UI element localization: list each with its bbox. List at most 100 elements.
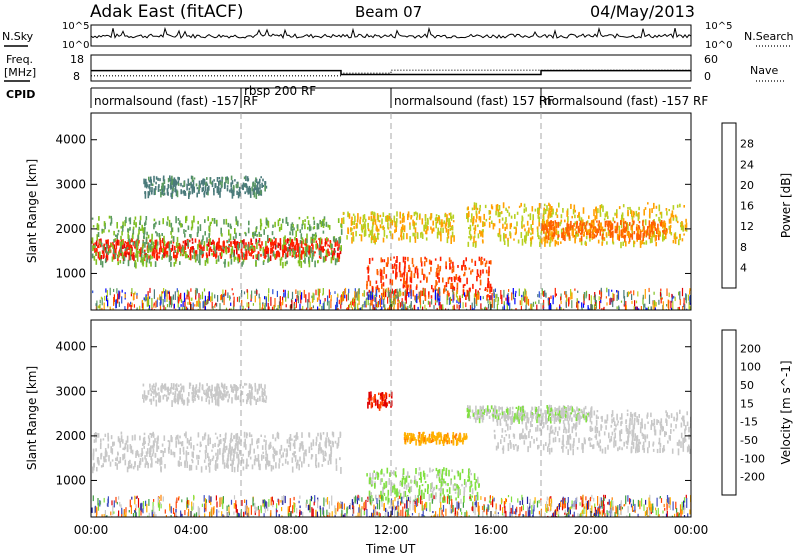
range-gate-cell — [102, 246, 105, 251]
range-gate-cell — [580, 238, 583, 246]
clutter-cell — [229, 295, 231, 301]
range-gate-cell — [305, 452, 307, 457]
range-gate-cell — [282, 262, 284, 269]
range-gate-cell — [142, 242, 144, 249]
range-gate-cell — [478, 256, 481, 262]
range-gate-cell — [410, 480, 413, 483]
range-gate-cell — [265, 395, 268, 400]
range-gate-cell — [451, 268, 454, 274]
range-gate-cell — [465, 266, 467, 271]
range-gate-cell — [672, 214, 675, 220]
range-gate-cell — [370, 495, 373, 499]
range-gate-cell — [123, 453, 126, 459]
range-gate-cell — [404, 438, 406, 443]
range-gate-cell — [595, 235, 597, 238]
range-gate-cell — [473, 473, 476, 480]
range-gate-cell — [127, 259, 130, 267]
range-gate-cell — [284, 458, 287, 464]
range-gate-cell — [331, 250, 333, 253]
range-gate-cell — [284, 253, 287, 259]
range-gate-cell — [475, 479, 478, 483]
range-gate-cell — [174, 258, 177, 264]
range-gate-cell — [611, 418, 613, 424]
range-gate-cell — [248, 432, 251, 438]
range-gate-cell — [270, 238, 272, 242]
range-gate-cell — [411, 438, 413, 441]
range-gate-cell — [253, 397, 256, 401]
clutter-cell — [202, 301, 204, 309]
nave-label: Nave — [750, 64, 778, 77]
range-gate-cell — [325, 442, 327, 449]
range-gate-cell — [480, 258, 482, 263]
range-gate-cell — [145, 253, 147, 256]
clutter-cell — [121, 296, 123, 304]
range-gate-cell — [199, 450, 201, 453]
range-gate-cell — [443, 288, 445, 294]
range-gate-cell — [179, 261, 181, 265]
range-gate-cell — [321, 220, 324, 226]
range-gate-cell — [416, 232, 419, 239]
range-gate-cell — [185, 229, 187, 233]
clutter-cell — [130, 305, 132, 310]
range-gate-cell — [571, 229, 574, 236]
range-gate-cell — [670, 232, 673, 236]
range-gate-cell — [438, 269, 440, 276]
range-gate-cell — [372, 235, 374, 240]
clutter-cell — [633, 290, 635, 296]
clutter-cell — [610, 297, 612, 305]
range-gate-cell — [97, 245, 99, 248]
range-gate-cell — [402, 227, 405, 230]
range-gate-cell — [149, 239, 151, 242]
clutter-cell — [101, 297, 103, 306]
range-gate-cell — [172, 236, 175, 242]
y-tick-label: 3000 — [55, 177, 86, 191]
range-gate-cell — [449, 221, 451, 227]
range-gate-cell — [447, 494, 449, 499]
cpid-segment-label: normalsound (fast) -157 RF — [94, 94, 258, 108]
range-gate-cell — [350, 219, 353, 226]
range-gate-cell — [175, 254, 178, 262]
range-gate-cell — [175, 383, 178, 390]
range-gate-cell — [648, 233, 651, 240]
clutter-cell — [642, 294, 644, 300]
range-gate-cell — [129, 464, 131, 469]
range-gate-cell — [437, 470, 439, 476]
range-gate-cell — [204, 184, 207, 192]
clutter-cell — [384, 307, 386, 310]
clutter-cell — [616, 306, 618, 309]
clutter-cell — [177, 290, 179, 297]
range-gate-cell — [548, 221, 550, 227]
range-gate-cell — [418, 467, 421, 471]
range-gate-cell — [186, 438, 189, 444]
range-gate-cell — [448, 469, 450, 477]
range-gate-cell — [685, 229, 688, 232]
range-gate-cell — [404, 433, 406, 438]
range-gate-cell — [399, 270, 402, 278]
range-gate-cell — [367, 276, 370, 282]
range-gate-cell — [436, 281, 438, 285]
range-gate-cell — [498, 205, 501, 211]
clutter-cell — [295, 299, 297, 308]
range-gate-cell — [567, 449, 569, 455]
range-gate-cell — [259, 178, 261, 182]
range-gate-cell — [117, 239, 120, 246]
clutter-cell — [130, 292, 132, 297]
clutter-cell — [371, 292, 374, 300]
range-gate-cell — [299, 240, 302, 244]
range-gate-cell — [468, 287, 471, 293]
range-gate-cell — [513, 238, 515, 241]
clutter-cell — [438, 298, 440, 306]
range-gate-cell — [407, 472, 409, 475]
range-gate-cell — [607, 215, 609, 219]
range-gate-cell — [182, 240, 185, 244]
range-gate-cell — [457, 276, 460, 281]
range-gate-cell — [658, 216, 660, 222]
range-gate-cell — [566, 210, 568, 217]
range-gate-cell — [368, 289, 371, 293]
range-gate-cell — [524, 228, 526, 232]
range-gate-cell — [664, 222, 667, 230]
range-gate-cell — [182, 446, 185, 453]
range-gate-cell — [560, 214, 563, 219]
clutter-cell — [689, 295, 691, 303]
